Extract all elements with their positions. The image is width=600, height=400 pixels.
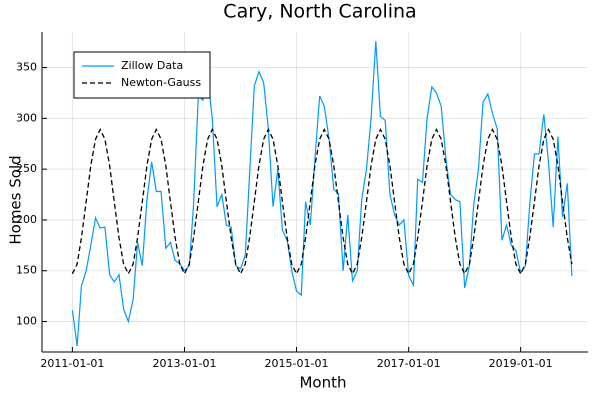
x-tick-label: 2019-01-01 <box>489 357 553 370</box>
x-axis-label: Month <box>299 374 346 392</box>
x-tick-label: 2017-01-01 <box>377 357 441 370</box>
y-tick-label: 300 <box>16 111 37 124</box>
y-tick-label: 100 <box>16 315 37 328</box>
y-axis-label: Homes Sold <box>7 155 25 244</box>
y-tick-label: 150 <box>16 264 37 277</box>
x-tick-label: 2011-01-01 <box>40 357 104 370</box>
x-tick-label: 2015-01-01 <box>265 357 329 370</box>
series-line <box>71 128 573 276</box>
x-tick-label: 2013-01-01 <box>153 357 217 370</box>
legend-label: Newton-Gauss <box>121 76 201 89</box>
y-tick-label: 250 <box>16 162 37 175</box>
y-tick-label: 200 <box>16 213 37 226</box>
legend-box <box>73 51 211 99</box>
series-line <box>71 41 573 346</box>
chart-title: Cary, North Carolina <box>223 1 416 23</box>
legend-label: Zillow Data <box>121 59 183 72</box>
y-tick-label: 350 <box>16 61 37 74</box>
